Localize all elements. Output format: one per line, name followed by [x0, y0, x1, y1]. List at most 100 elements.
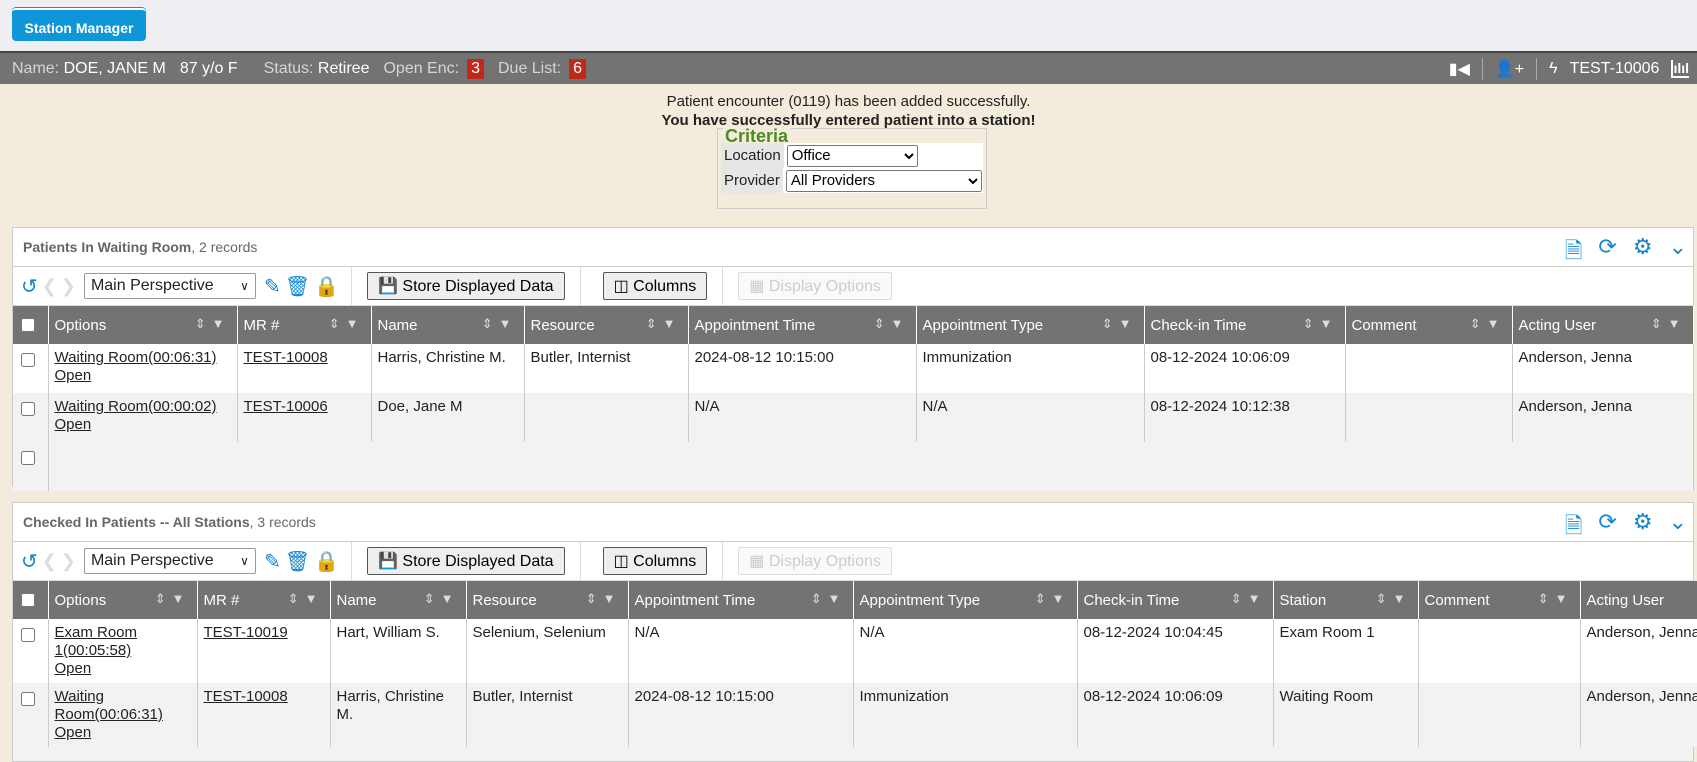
patient-mr: TEST-10006: [1569, 59, 1660, 77]
sort-filter-icon[interactable]: ⇕▼: [1302, 316, 1339, 331]
sort-filter-icon[interactable]: ⇕▼: [287, 591, 324, 606]
station-link[interactable]: Exam Room 1(00:05:58): [54, 624, 138, 659]
lock-icon[interactable]: 🔒: [314, 275, 340, 298]
perspective-select[interactable]: Main Perspective ∨: [83, 548, 256, 574]
sort-filter-icon[interactable]: ⇕▼: [154, 591, 191, 606]
pencil-icon[interactable]: ✎: [263, 550, 281, 573]
cell-resource: Selenium, Selenium: [466, 619, 629, 683]
display-options-button[interactable]: ▦ Display Options: [738, 272, 892, 300]
location-select[interactable]: Office: [786, 144, 918, 167]
mr-link[interactable]: TEST-10019: [203, 624, 288, 641]
columns-button[interactable]: ◫ Columns: [602, 547, 708, 575]
mr-link[interactable]: TEST-10008: [203, 688, 288, 705]
mr-link[interactable]: TEST-10006: [243, 398, 328, 415]
row-checkbox[interactable]: [21, 451, 35, 465]
store-data-button[interactable]: 💾 Store Displayed Data: [367, 272, 565, 300]
video-camera-icon[interactable]: ▮◀: [1448, 60, 1470, 78]
chevron-down-icon[interactable]: ⌄: [1668, 234, 1687, 259]
sort-filter-icon[interactable]: ⇕▼: [1469, 316, 1506, 331]
undo-icon[interactable]: ↺: [21, 550, 38, 573]
lock-icon[interactable]: 🔒: [314, 550, 340, 573]
undo-icon[interactable]: ↺: [21, 275, 38, 298]
sort-filter-icon[interactable]: ⇕▼: [1537, 591, 1574, 606]
row-checkbox[interactable]: [21, 628, 35, 642]
store-data-button[interactable]: 💾 Store Displayed Data: [367, 547, 565, 575]
open-enc-badge[interactable]: 3: [467, 58, 484, 79]
sort-filter-icon[interactable]: ⇕▼: [1230, 591, 1267, 606]
column-header[interactable]: Resource ⇕▼: [524, 306, 689, 344]
due-list-badge[interactable]: 6: [569, 58, 587, 79]
column-header[interactable]: Options ⇕▼: [48, 306, 238, 344]
open-link[interactable]: Open: [54, 367, 92, 384]
gear-icon[interactable]: ⚙: [1632, 509, 1653, 534]
column-header[interactable]: Comment ⇕▼: [1418, 581, 1581, 619]
open-link[interactable]: Open: [54, 724, 92, 741]
document-icon[interactable]: 🗎: [1564, 513, 1583, 538]
column-header[interactable]: Appointment Type ⇕▼: [916, 306, 1145, 344]
station-manager-button[interactable]: Station Manager: [12, 8, 146, 41]
cell-station: Waiting Room: [1273, 683, 1419, 747]
pencil-icon[interactable]: ✎: [263, 275, 281, 298]
panel-header: Patients In Waiting Room, 2 records 🗎 ⟳ ⚙ ⌄: [13, 228, 1693, 267]
sort-filter-icon[interactable]: ⇕▼: [423, 591, 460, 606]
columns-button[interactable]: ◫ Columns: [602, 272, 708, 300]
column-header[interactable]: Acting User⇕▼: [1512, 306, 1694, 344]
lightning-icon[interactable]: ϟ: [1549, 59, 1558, 77]
sort-filter-icon[interactable]: ⇕▼: [1101, 316, 1138, 331]
select-all-checkbox[interactable]: [21, 318, 35, 332]
prev-icon[interactable]: ❮: [41, 550, 57, 571]
row-checkbox[interactable]: [21, 402, 35, 416]
gear-icon[interactable]: ⚙: [1632, 234, 1653, 259]
column-header[interactable]: MR # ⇕▼: [197, 581, 331, 619]
next-icon[interactable]: ❯: [60, 550, 76, 571]
row-checkbox[interactable]: [21, 353, 35, 367]
criteria-legend: Criteria: [723, 126, 791, 147]
sort-filter-icon[interactable]: ⇕▼: [1375, 591, 1412, 606]
refresh-icon[interactable]: ⟳: [1598, 509, 1617, 534]
select-all-checkbox[interactable]: [21, 593, 35, 607]
display-options-button[interactable]: ▦ Display Options: [738, 547, 892, 575]
column-header[interactable]: Name ⇕▼: [371, 306, 525, 344]
sort-filter-icon[interactable]: ⇕▼: [645, 316, 682, 331]
provider-select[interactable]: All Providers: [785, 169, 982, 192]
bar-chart-icon[interactable]: ılıl: [1671, 59, 1689, 78]
column-header[interactable]: Options ⇕▼: [48, 581, 198, 619]
column-header[interactable]: Check-in Time ⇕▼: [1077, 581, 1274, 619]
column-header[interactable]: Station ⇕▼: [1273, 581, 1419, 619]
row-checkbox[interactable]: [21, 692, 35, 706]
cell-appt: 2024-08-12 10:15:00: [688, 344, 917, 393]
trash-icon[interactable]: 🗑: [284, 275, 311, 298]
column-header[interactable]: Name ⇕▼: [330, 581, 467, 619]
open-link[interactable]: Open: [54, 416, 92, 433]
column-header[interactable]: Resource ⇕▼: [466, 581, 629, 619]
chevron-down-icon[interactable]: ⌄: [1668, 509, 1687, 534]
station-link[interactable]: Waiting Room(00:00:02): [54, 398, 217, 415]
perspective-select[interactable]: Main Perspective ∨: [83, 273, 256, 299]
column-header[interactable]: Check-in Time ⇕▼: [1144, 306, 1346, 344]
station-link[interactable]: Waiting Room(00:06:31): [54, 688, 163, 723]
column-header[interactable]: MR # ⇕▼: [237, 306, 372, 344]
sort-filter-icon[interactable]: ⇕▼: [810, 591, 847, 606]
sort-filter-icon[interactable]: ⇕▼: [328, 316, 365, 331]
cell-checkin: 08-12-2024 10:12:38: [1144, 393, 1346, 442]
station-link[interactable]: Waiting Room(00:06:31): [54, 349, 217, 366]
sort-filter-icon[interactable]: ⇕▼: [1650, 316, 1687, 331]
column-header[interactable]: Appointment Time ⇕▼: [688, 306, 917, 344]
document-icon[interactable]: 🗎: [1564, 238, 1583, 263]
column-header[interactable]: Acting User⇕▼: [1580, 581, 1697, 619]
trash-icon[interactable]: 🗑: [284, 550, 311, 573]
sort-filter-icon[interactable]: ⇕▼: [1034, 591, 1071, 606]
mr-link[interactable]: TEST-10008: [243, 349, 328, 366]
sort-filter-icon[interactable]: ⇕▼: [873, 316, 910, 331]
column-header[interactable]: Comment ⇕▼: [1345, 306, 1513, 344]
sort-filter-icon[interactable]: ⇕▼: [585, 591, 622, 606]
next-icon[interactable]: ❯: [60, 275, 76, 296]
add-user-icon[interactable]: 👤+: [1494, 60, 1525, 78]
sort-filter-icon[interactable]: ⇕▼: [194, 316, 231, 331]
refresh-icon[interactable]: ⟳: [1598, 234, 1617, 259]
column-header[interactable]: Appointment Time ⇕▼: [628, 581, 854, 619]
sort-filter-icon[interactable]: ⇕▼: [481, 316, 518, 331]
prev-icon[interactable]: ❮: [41, 275, 57, 296]
column-header[interactable]: Appointment Type ⇕▼: [853, 581, 1078, 619]
open-link[interactable]: Open: [54, 660, 92, 677]
